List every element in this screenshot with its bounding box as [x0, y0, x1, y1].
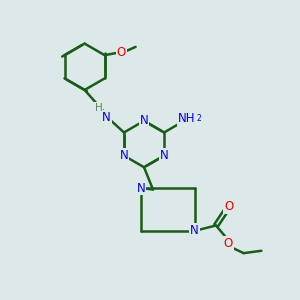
Text: N: N	[102, 110, 111, 124]
Text: N: N	[160, 149, 169, 162]
Text: O: O	[117, 46, 126, 59]
Text: 2: 2	[196, 114, 201, 123]
Text: N: N	[190, 224, 199, 237]
Text: NH: NH	[178, 112, 196, 125]
Text: N: N	[137, 182, 146, 194]
Text: N: N	[140, 114, 148, 128]
Text: N: N	[120, 149, 128, 162]
Text: O: O	[224, 200, 233, 213]
Text: H: H	[94, 103, 102, 113]
Text: O: O	[224, 236, 233, 250]
